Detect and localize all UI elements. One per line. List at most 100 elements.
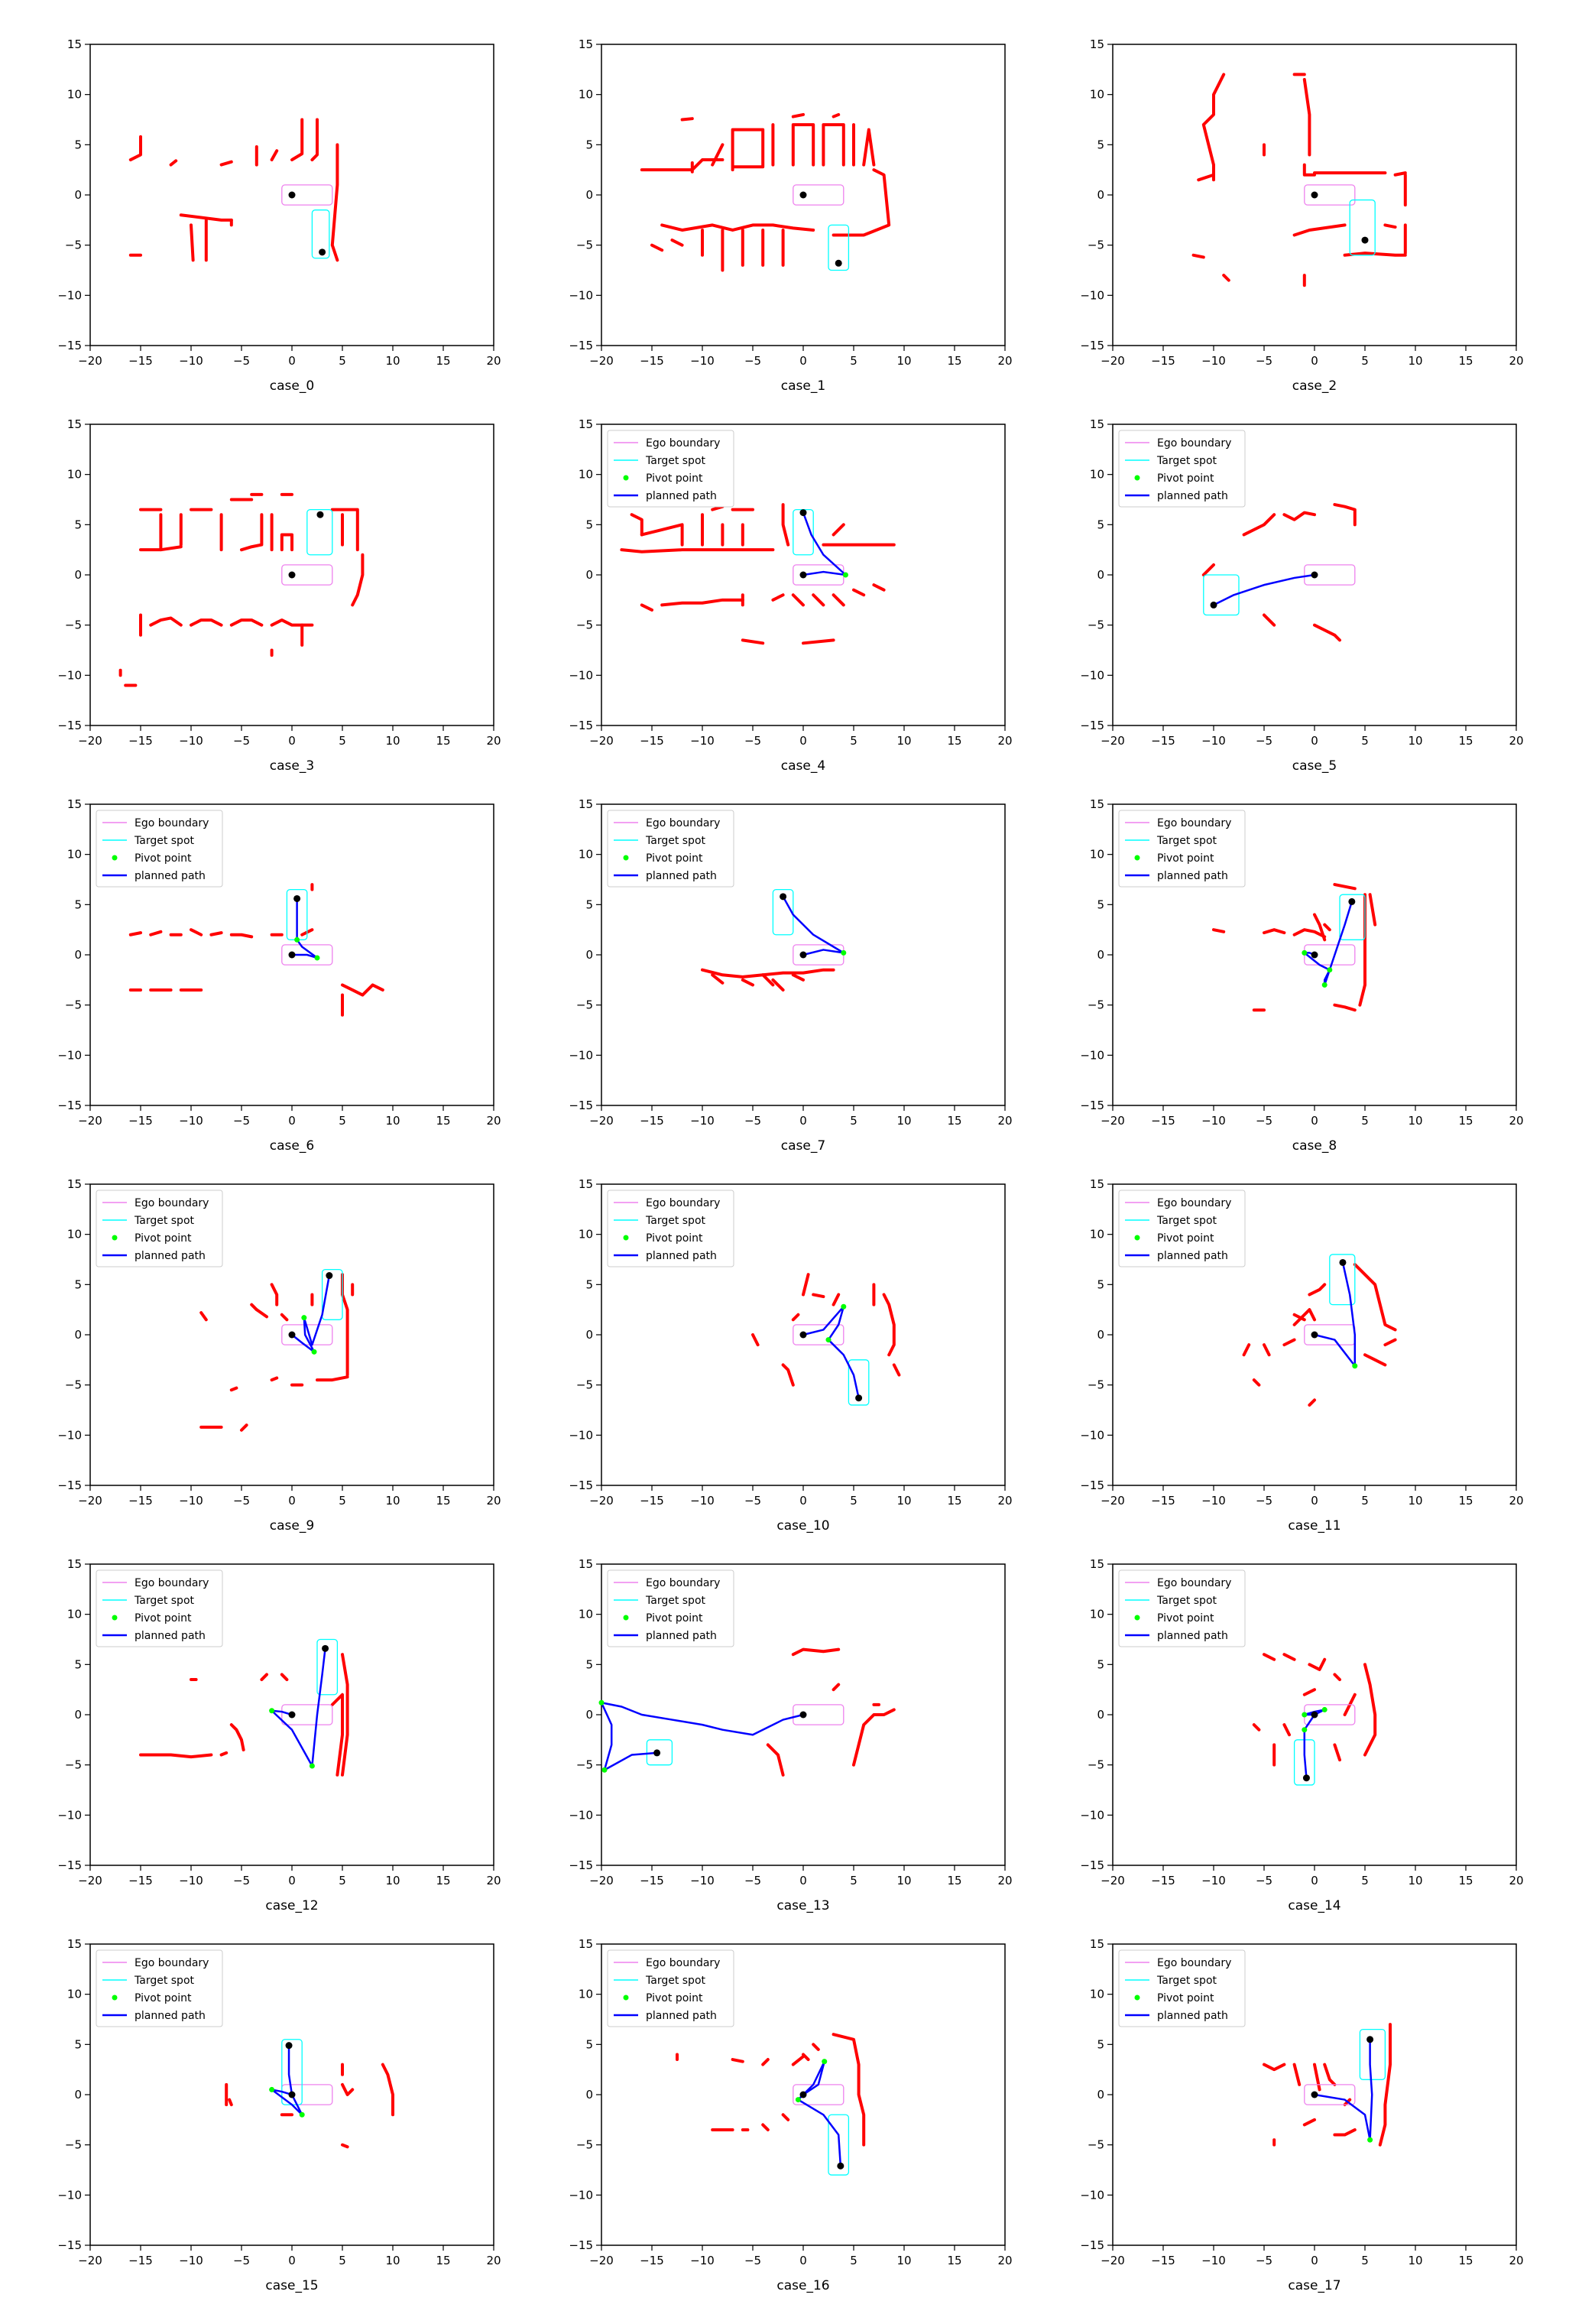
subplot-title: case_5 (1292, 758, 1337, 774)
obstacle-segment (199, 1311, 208, 1322)
x-tick-label: 5 (339, 734, 346, 748)
x-tick-label: −15 (640, 354, 664, 368)
x-tick-label: −15 (128, 1494, 153, 1508)
pivot-point (314, 955, 320, 961)
x-tick-label: 20 (486, 1874, 501, 1887)
x-tick-label: 0 (1311, 2254, 1318, 2267)
legend-label: Pivot point (1157, 852, 1214, 865)
obstacle-segment (802, 638, 835, 645)
obstacle-segment (751, 1333, 760, 1347)
ego-boundary (793, 1324, 844, 1345)
x-tick-label: 5 (850, 354, 857, 368)
y-tick-label: 0 (585, 948, 593, 962)
obstacle-segment (791, 1647, 841, 1657)
position-marker (799, 1711, 807, 1719)
x-tick-label: −20 (589, 1874, 614, 1887)
x-tick-label: −20 (1101, 734, 1125, 748)
position-marker (1311, 1711, 1318, 1719)
y-tick-label: 0 (1097, 568, 1104, 582)
obstacle-segment (1292, 1313, 1306, 1322)
x-tick-label: −20 (589, 2254, 614, 2267)
obstacle-segment (1383, 223, 1397, 229)
y-tick-label: −5 (65, 2138, 82, 2152)
legend-label: Pivot point (646, 1232, 703, 1245)
pivot-point (842, 572, 848, 578)
target-spot (1339, 894, 1366, 940)
x-tick-label: −10 (690, 1494, 715, 1508)
ego-boundary (793, 1704, 844, 1725)
legend-label: Pivot point (1157, 1612, 1214, 1625)
legend-swatch-pivot (623, 475, 629, 481)
subplot-title: case_8 (1292, 1138, 1337, 1154)
x-tick-label: −15 (1151, 734, 1175, 748)
subplot-title: case_4 (781, 758, 825, 774)
target-spot (311, 209, 330, 259)
y-tick-label: 15 (67, 417, 82, 431)
obstacle-segment (341, 1653, 349, 1777)
subplot-case_16: −20 −15 −10 −5 0 5 10 15 20 −15 −10 −5 0 5 10 15 case_16… (569, 1937, 1012, 2293)
legend-label: Ego boundary (135, 1577, 209, 1589)
planned-path (604, 1751, 657, 1771)
y-tick-label: −10 (1080, 668, 1104, 682)
obstacle-segment (128, 135, 142, 162)
legend-label: Target spot (645, 1595, 706, 1607)
legend: Ego boundary Target spot Pivot point planne… (1118, 430, 1246, 508)
y-tick-label: −5 (576, 239, 593, 252)
legend-swatch-pivot (1134, 1235, 1140, 1241)
x-tick-label: −20 (589, 354, 614, 368)
planned-path (1314, 2093, 1371, 2141)
obstacle-segment (640, 523, 684, 547)
obstacle-segment (660, 223, 815, 232)
y-tick-label: −5 (1088, 998, 1104, 1012)
subplot-case_1: −20 −15 −10 −5 0 5 10 15 20 −15 −10 −5 0 5 10 15 case_1 (569, 37, 1012, 394)
obstacle-segment (761, 2058, 770, 2066)
y-tick-label: 15 (67, 37, 82, 51)
target-spot (1329, 1254, 1356, 1306)
legend-label: Ego boundary (135, 1957, 209, 1969)
y-tick-label: 5 (585, 897, 593, 911)
subplot-title: case_9 (270, 1518, 314, 1534)
x-tick-label: −5 (744, 1114, 761, 1128)
ego-boundary (281, 944, 333, 966)
position-marker (653, 1749, 661, 1757)
y-tick-label: −15 (57, 2238, 82, 2252)
x-tick-label: −10 (1201, 1874, 1226, 1887)
obstacle-segment (1263, 1653, 1276, 1661)
legend-swatch-pivot (112, 855, 118, 861)
obstacle-segment (228, 2098, 233, 2107)
x-tick-label: 10 (896, 1114, 911, 1128)
legend-label: Ego boundary (135, 1197, 209, 1209)
x-tick-label: 15 (1458, 1114, 1473, 1128)
legend-label: Ego boundary (1157, 1197, 1231, 1209)
x-tick-label: −10 (690, 1874, 715, 1887)
y-tick-label: 0 (74, 1328, 82, 1342)
y-tick-label: −10 (1080, 2188, 1104, 2202)
x-tick-label: −5 (1256, 1874, 1272, 1887)
legend-label: planned path (1157, 1630, 1228, 1642)
legend-label: Target spot (1156, 1975, 1217, 1987)
obstacle-segment (128, 931, 142, 936)
x-tick-label: −15 (640, 1114, 664, 1128)
obstacle-segment (882, 1293, 896, 1357)
subplot-case_13: −20 −15 −10 −5 0 5 10 15 20 −15 −10 −5 0 5 10 15 case_13… (569, 1557, 1012, 1913)
obstacle-segment (1313, 913, 1327, 942)
legend: Ego boundary Target spot Pivot point planne… (96, 810, 223, 888)
y-tick-label: 15 (1090, 37, 1104, 51)
obstacle-segment (1302, 1688, 1316, 1696)
subplot-title: case_2 (1292, 378, 1337, 394)
obstacle-segment (1302, 163, 1316, 177)
x-tick-label: 15 (947, 1494, 961, 1508)
x-tick-label: −20 (78, 1874, 102, 1887)
y-tick-label: 15 (1090, 797, 1104, 811)
position-marker (1348, 897, 1356, 905)
pivot-point (598, 1699, 605, 1706)
legend-box (607, 810, 734, 888)
x-tick-label: 5 (339, 1114, 346, 1128)
x-tick-label: −5 (744, 734, 761, 748)
y-tick-label: 10 (67, 848, 82, 862)
obstacle-segment (832, 1683, 841, 1692)
position-marker (1311, 2091, 1318, 2098)
pivot-point (269, 2086, 275, 2092)
subplot-title: case_3 (270, 758, 314, 774)
x-tick-label: 0 (288, 1494, 296, 1508)
